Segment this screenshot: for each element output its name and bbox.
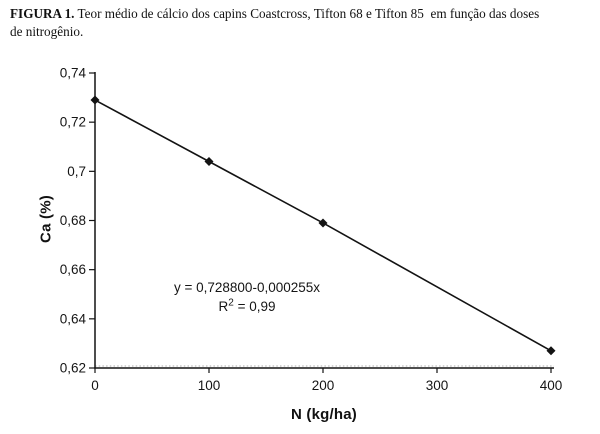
- data-point-marker: [546, 346, 556, 356]
- figure-caption-line1: Teor médio de cálcio dos capins Coastcro…: [74, 6, 540, 21]
- y-axis-tick-label: 0,74: [60, 66, 87, 81]
- y-axis-title: Ca (%): [37, 195, 55, 243]
- data-point-marker: [318, 218, 328, 228]
- x-axis-tick-label: 400: [540, 378, 563, 393]
- y-axis-tick-label: 0,68: [60, 213, 86, 228]
- y-axis-tick-label: 0,7: [67, 164, 86, 179]
- figure-caption-label: FIGURA 1.: [10, 6, 75, 21]
- figure-caption-line2: de nitrogênio.: [10, 23, 84, 39]
- x-axis-tick-label: 100: [198, 378, 221, 393]
- y-axis-tick-label: 0,64: [60, 311, 87, 326]
- regression-annotation: y = 0,728800-0,000255x R2 = 0,99: [174, 278, 320, 316]
- figure-caption: FIGURA 1. Teor médio de cálcio dos capin…: [10, 5, 596, 40]
- x-axis-title: N (kg/ha): [291, 406, 357, 423]
- data-point-marker: [204, 157, 214, 166]
- x-axis-tick-label: 300: [426, 378, 449, 393]
- x-axis-tick-label: 0: [91, 378, 99, 393]
- regression-line: [94, 99, 552, 352]
- data-point-marker: [90, 95, 100, 105]
- regression-equation: y = 0,728800-0,000255x: [174, 280, 320, 295]
- y-axis-tick-label: 0,66: [60, 262, 86, 277]
- y-axis-tick-label: 0,62: [60, 361, 86, 376]
- y-axis-tick-label: 0,72: [60, 115, 86, 130]
- regression-r-squared: R2 = 0,99: [218, 297, 276, 314]
- x-axis-tick-label: 200: [312, 378, 335, 393]
